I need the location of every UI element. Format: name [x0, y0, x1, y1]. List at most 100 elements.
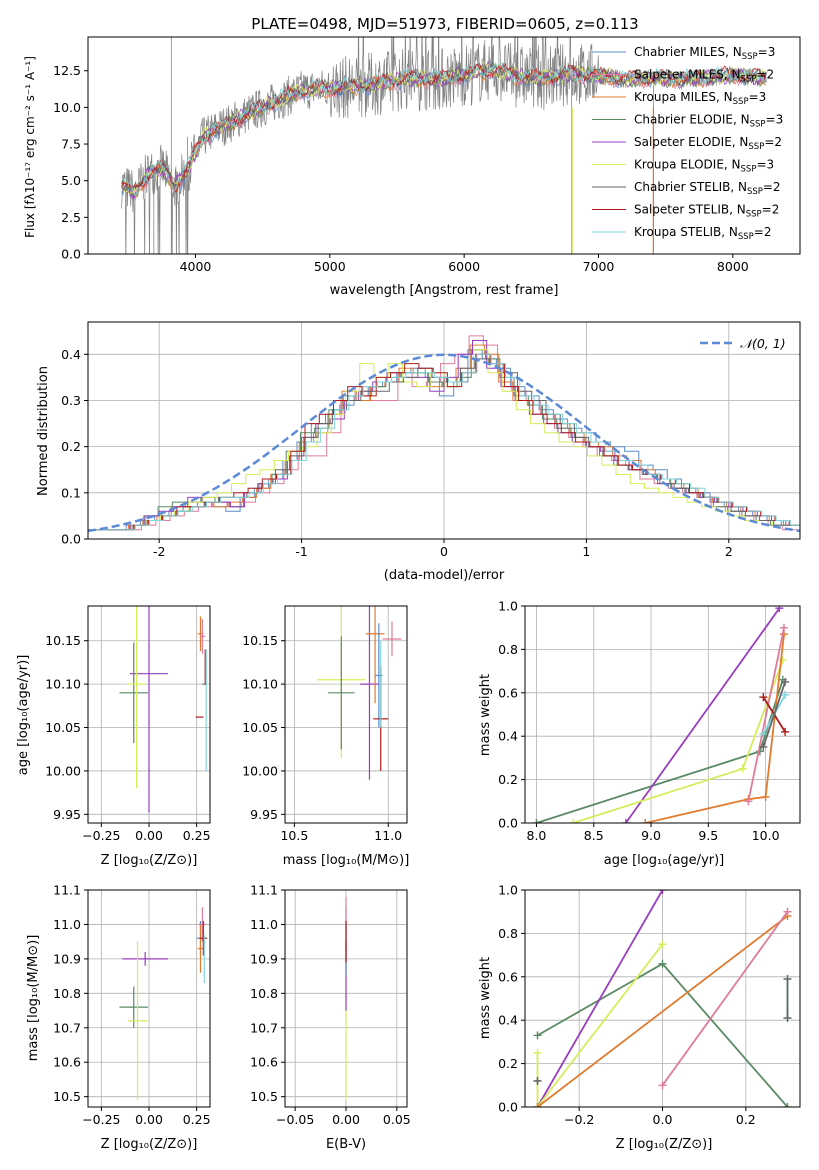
axes-frame: 8.0 8.5 9.0 9.5 10.0 0.0 0.2 0.4 0.6 0.8 1.0 [498, 599, 801, 843]
x-tick-label: 7000 [583, 259, 615, 274]
weight-marker [533, 1031, 542, 1040]
data-point [365, 606, 385, 704]
y-tick-label: 10.5 [250, 1089, 278, 1104]
weight-marker [533, 1048, 542, 1057]
x-tick-label: 0.25 [183, 1112, 211, 1127]
data-point [119, 642, 149, 744]
legend-name: Kroupa ELODIE, N [634, 158, 741, 172]
histogram-step-line [88, 349, 799, 531]
y-tick-label: 10.0 [53, 100, 81, 115]
x-tick-label: 0 [440, 544, 448, 559]
x-tick-label: 1 [582, 544, 590, 559]
axes-spine [87, 36, 801, 255]
y-tick-label: 0.4 [61, 347, 81, 362]
weight-marker [761, 792, 770, 801]
histogram-step-line [92, 353, 800, 531]
age-vs-metallicity-panel: −0.25 0.00 0.25 9.95 10.00 10.05 10.10 10.15 [45, 605, 211, 843]
y-tick-label: 10.7 [250, 1020, 278, 1035]
spectrum-panel: 4000 5000 6000 7000 8000 0.0 2.5 5.0 7.5 10.0 12.5… [53, 36, 801, 274]
data-point [128, 941, 148, 1101]
y-tick-label: 10.15 [45, 633, 81, 648]
weight-marker [778, 656, 787, 665]
mass-z-y-label: mass [log₁₀(M/M⊙)] [26, 935, 41, 1062]
legend-count: =3 [766, 113, 784, 127]
legend-count: =2 [756, 68, 774, 82]
weight-marker [759, 693, 768, 702]
y-tick-label: 0.8 [498, 926, 518, 941]
x-tick-label: 8.0 [527, 828, 547, 843]
data-point [197, 924, 204, 973]
weight-line [536, 943, 664, 1107]
data-point [375, 623, 383, 728]
plot-area [121, 37, 767, 254]
axes-frame: 4000 5000 6000 7000 8000 0.0 2.5 5.0 7.5 10.0 12.5… [53, 36, 801, 274]
x-tick-label: 9.5 [698, 828, 718, 843]
histogram-step-line [88, 349, 796, 531]
x-tick-label: 0.05 [383, 1112, 411, 1127]
mass-z-x-label: Z [log₁₀(Z/Z⊙)] [101, 1137, 198, 1152]
histogram-step-line [89, 349, 800, 531]
x-tick-label: −0.05 [276, 1112, 314, 1127]
legend-entry: Chabrier ELODIE, NSSP=3 [634, 113, 783, 130]
weight-marker [775, 606, 784, 613]
weight-line [536, 890, 664, 1107]
weight-marker [738, 764, 747, 773]
y-tick-label: 10.9 [250, 951, 278, 966]
y-tick-label: 10.10 [242, 677, 278, 692]
weight-marker [744, 797, 753, 806]
legend-name: Salpeter ELODIE, N [634, 135, 748, 149]
legend-count: =3 [749, 90, 767, 104]
weight-marker [783, 974, 792, 983]
mass-vs-metallicity-panel: −0.25 0.00 0.25 10.5 10.6 10.7 10.8 10.9 11.0 11.… [53, 883, 210, 1128]
y-tick-label: 5.0 [61, 173, 81, 188]
x-tick-label: 0.25 [183, 828, 211, 843]
plot-area [119, 907, 208, 1101]
histogram-step-line [91, 353, 800, 531]
data-point [360, 606, 379, 780]
axes-frame: 10.5 11.0 9.95 10.00 10.05 10.10 10.15 [242, 605, 408, 843]
y-tick-label: 7.5 [61, 137, 81, 152]
x-tick-label: 0.00 [135, 828, 163, 843]
y-tick-label: 0.2 [61, 439, 81, 454]
weight-line [536, 915, 789, 1107]
y-tick-label: 10.6 [250, 1055, 278, 1070]
spectrum-x-label: wavelength [Angstrom, rest frame] [330, 283, 559, 298]
x-tick-label: -2 [153, 544, 165, 559]
legend-name: Chabrier ELODIE, N [634, 113, 750, 127]
figure-title: PLATE=0498, MJD=51973, FIBERID=0605, z=0… [251, 15, 638, 33]
weight-marker [781, 727, 790, 736]
legend-subscript: SSP [738, 232, 754, 242]
plot-area [316, 606, 402, 780]
legend-subscript: SSP [742, 52, 758, 62]
weight-marker [658, 940, 667, 949]
y-tick-label: 1.0 [498, 599, 518, 614]
weight-marker [759, 730, 768, 739]
legend-entry: 𝒩(0, 1) [740, 336, 786, 351]
legend-count: =2 [754, 225, 772, 239]
weight-marker [759, 743, 768, 752]
age-z-y-label: age [log₁₀(age/yr)] [16, 655, 31, 776]
mass-vs-ebv-panel: −0.05 0.00 0.05 10.5 10.6 10.7 10.8 10.9 11.0 11.… [250, 883, 411, 1128]
x-tick-label: 4000 [180, 259, 212, 274]
age-mass-x-label: mass [log₁₀(M/M⊙)] [283, 853, 410, 868]
data-point [382, 621, 402, 657]
legend-subscript: SSP [750, 120, 766, 130]
residual-histogram-panel: -2 -1 0 1 2 0.0 0.1 0.2 0.3 0.4 𝒩(0, 1) [61, 321, 801, 559]
plot-area [119, 606, 207, 813]
legend-count: =2 [762, 203, 780, 217]
y-tick-label: 0.0 [498, 816, 518, 831]
weight-marker [569, 819, 578, 823]
legend-entry: Chabrier STELIB, NSSP=2 [634, 180, 781, 197]
y-tick-label: 11.0 [53, 917, 81, 932]
weight-line [625, 607, 781, 823]
histogram-step-line [88, 340, 800, 531]
model-spectrum-line [121, 62, 767, 192]
y-tick-label: 0.0 [61, 247, 81, 262]
weight-age-y-label: mass weight [478, 674, 493, 756]
legend-count: =3 [758, 45, 776, 59]
weight-marker [532, 819, 541, 823]
weight-z-y-label: mass weight [478, 957, 493, 1039]
x-tick-label: -1 [295, 544, 307, 559]
x-tick-label: −0.2 [564, 1112, 594, 1127]
y-tick-label: 12.5 [53, 63, 81, 78]
